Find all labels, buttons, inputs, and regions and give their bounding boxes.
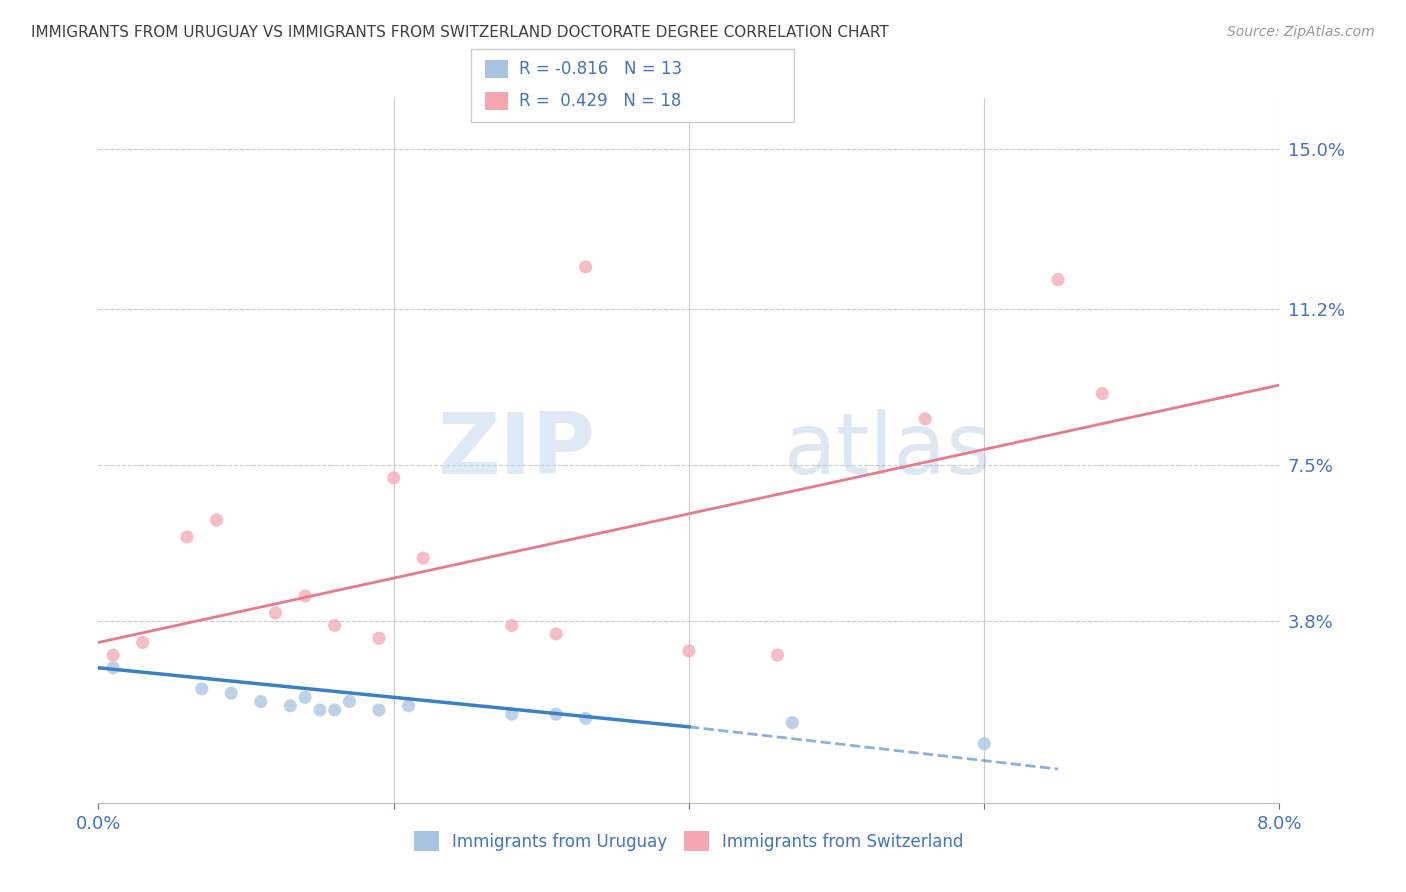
Point — [294, 589, 316, 603]
Point — [264, 606, 287, 620]
Point — [368, 703, 391, 717]
Point — [1046, 272, 1070, 286]
Legend: Immigrants from Uruguay, Immigrants from Switzerland: Immigrants from Uruguay, Immigrants from… — [408, 824, 970, 858]
Point — [782, 715, 804, 730]
Point — [546, 707, 568, 722]
Point — [323, 618, 346, 632]
Text: atlas: atlas — [783, 409, 991, 492]
Point — [103, 661, 125, 675]
Point — [221, 686, 243, 700]
Point — [176, 530, 198, 544]
Point — [191, 681, 214, 696]
Point — [323, 703, 346, 717]
Text: IMMIGRANTS FROM URUGUAY VS IMMIGRANTS FROM SWITZERLAND DOCTORATE DEGREE CORRELAT: IMMIGRANTS FROM URUGUAY VS IMMIGRANTS FR… — [31, 25, 889, 40]
Point — [412, 551, 434, 566]
Point — [368, 632, 391, 646]
Point — [575, 711, 598, 725]
Point — [398, 698, 420, 713]
Point — [382, 471, 405, 485]
Text: R = -0.816   N = 13: R = -0.816 N = 13 — [519, 60, 682, 78]
Point — [501, 707, 523, 722]
Text: Source: ZipAtlas.com: Source: ZipAtlas.com — [1227, 25, 1375, 39]
Point — [250, 694, 273, 708]
Text: ZIP: ZIP — [437, 409, 595, 492]
Text: R =  0.429   N = 18: R = 0.429 N = 18 — [519, 92, 681, 110]
Point — [103, 648, 125, 662]
Point — [546, 627, 568, 641]
Point — [766, 648, 789, 662]
Point — [914, 412, 936, 426]
Point — [280, 698, 302, 713]
Point — [132, 635, 155, 649]
Point — [678, 644, 700, 658]
Point — [575, 260, 598, 274]
Point — [501, 618, 523, 632]
Point — [309, 703, 332, 717]
Point — [294, 690, 316, 705]
Point — [1091, 386, 1114, 401]
Point — [205, 513, 228, 527]
Point — [973, 737, 995, 751]
Point — [339, 694, 361, 708]
